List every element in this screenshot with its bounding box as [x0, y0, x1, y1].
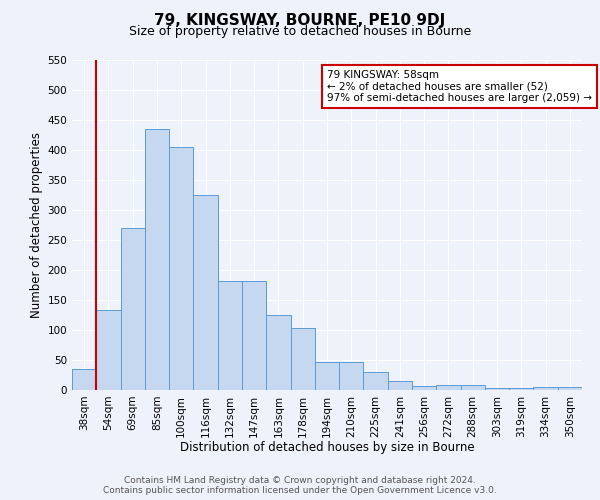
- Bar: [412, 386, 436, 390]
- Bar: [266, 315, 290, 390]
- Bar: [533, 387, 558, 390]
- Bar: [72, 369, 96, 390]
- Bar: [193, 195, 218, 390]
- Y-axis label: Number of detached properties: Number of detached properties: [30, 132, 43, 318]
- Bar: [169, 147, 193, 390]
- Bar: [485, 388, 509, 390]
- Bar: [121, 228, 145, 390]
- Bar: [436, 384, 461, 390]
- Bar: [558, 387, 582, 390]
- Text: Contains HM Land Registry data © Crown copyright and database right 2024.
Contai: Contains HM Land Registry data © Crown c…: [103, 476, 497, 495]
- X-axis label: Distribution of detached houses by size in Bourne: Distribution of detached houses by size …: [179, 441, 475, 454]
- Text: 79, KINGSWAY, BOURNE, PE10 9DJ: 79, KINGSWAY, BOURNE, PE10 9DJ: [154, 12, 446, 28]
- Bar: [96, 310, 121, 390]
- Bar: [388, 381, 412, 390]
- Bar: [509, 388, 533, 390]
- Bar: [461, 384, 485, 390]
- Bar: [145, 129, 169, 390]
- Bar: [339, 362, 364, 390]
- Bar: [218, 281, 242, 390]
- Bar: [315, 362, 339, 390]
- Bar: [290, 328, 315, 390]
- Bar: [242, 281, 266, 390]
- Text: Size of property relative to detached houses in Bourne: Size of property relative to detached ho…: [129, 25, 471, 38]
- Bar: [364, 372, 388, 390]
- Text: 79 KINGSWAY: 58sqm
← 2% of detached houses are smaller (52)
97% of semi-detached: 79 KINGSWAY: 58sqm ← 2% of detached hous…: [327, 70, 592, 103]
